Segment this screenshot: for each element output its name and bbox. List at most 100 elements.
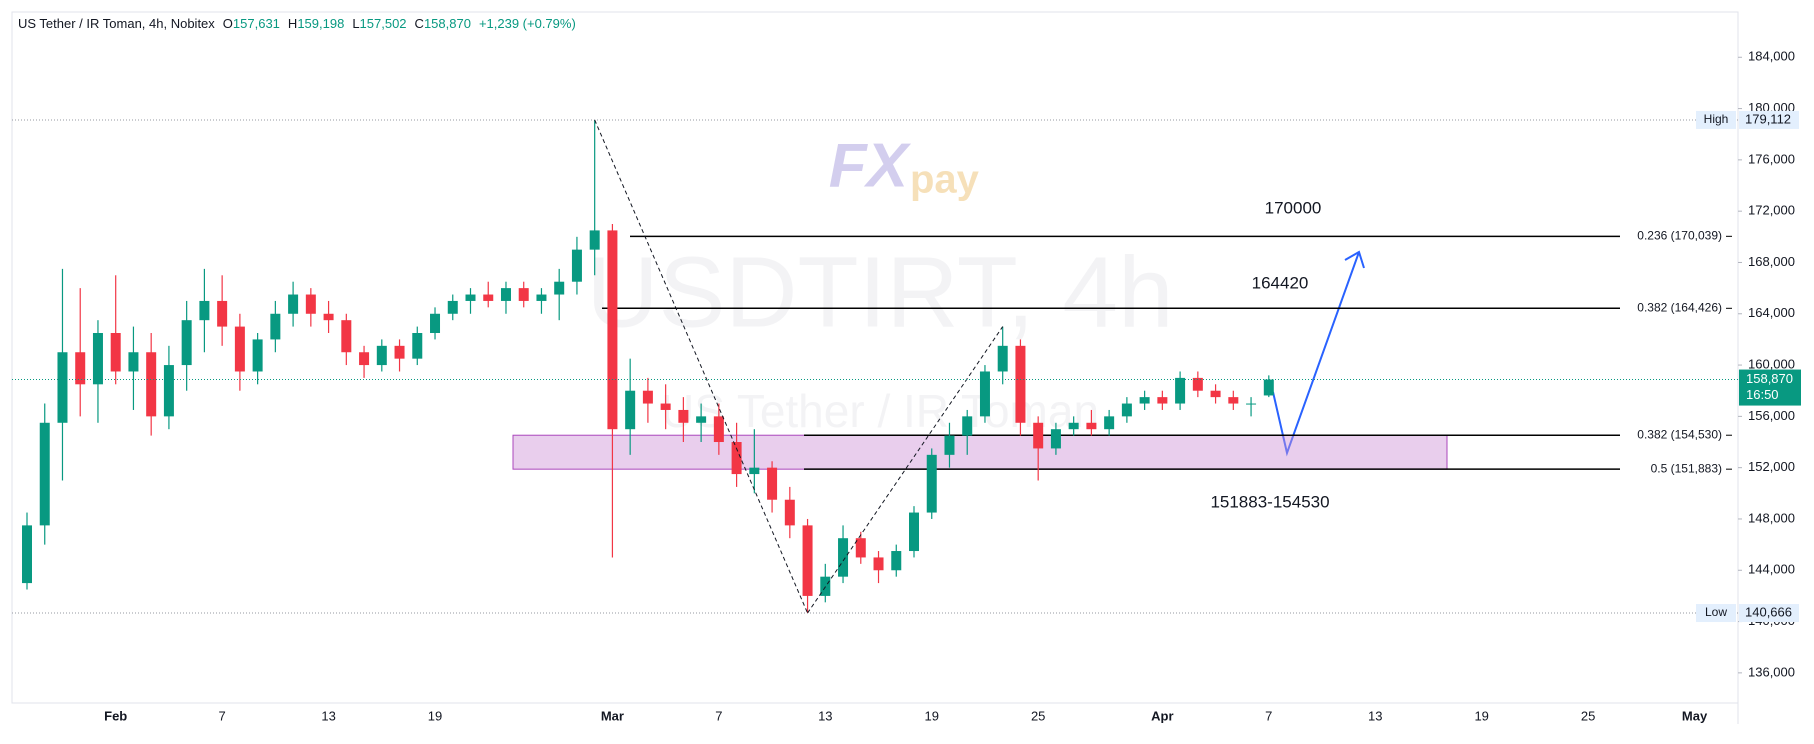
last-price-label: 158,870 [1746,371,1793,386]
candle-body [1050,429,1061,449]
candle-body [554,281,565,295]
y-tick-label: 144,000 [1748,562,1795,577]
candle-body [607,230,618,430]
candle-body [1068,422,1079,430]
ohlc-value: 157,631 [233,16,280,31]
candle-body [536,294,547,301]
pattern-leg [594,119,809,614]
fib-label: 0.382 (164,426) [1637,300,1722,314]
candle-body [412,333,423,359]
ohlc-key: C [415,16,424,31]
candle-body [483,294,494,301]
zone-label: 151883-154530 [1210,492,1329,511]
candle-body [642,390,653,404]
last-price-box [1739,369,1801,406]
extreme-name: Low [1705,605,1727,619]
extreme-value: 140,666 [1745,604,1792,619]
candle-body [696,416,707,423]
candle-body [909,512,919,552]
candle-body [447,300,458,314]
x-tick-label: 13 [1368,708,1382,723]
candle-body [625,390,636,430]
y-tick-label: 184,000 [1748,49,1795,64]
candle-body [1228,397,1239,404]
candle-body [22,525,32,584]
candle-body [181,320,192,366]
fib-label: 0.382 (154,530) [1637,427,1722,441]
candle-body [1246,403,1257,405]
candle-body [1139,397,1150,404]
fib-label: 0.236 (170,039) [1637,228,1722,242]
change: +1,239 (+0.79%) [479,16,576,31]
candle-body [305,294,316,314]
x-tick-label: 7 [219,708,226,723]
ohlc-value: 159,198 [297,16,344,31]
candle-body [1104,416,1115,430]
y-tick-label: 164,000 [1748,305,1795,320]
candle-body [110,333,121,372]
y-tick-label: 152,000 [1748,459,1795,474]
ohlc-value: 158,870 [424,16,471,31]
pattern-leg [807,326,1004,614]
candle-body [873,557,884,571]
candle-body [802,525,813,596]
y-tick-label: 148,000 [1748,510,1795,525]
x-tick-label: 7 [1265,708,1272,723]
candle-body [997,345,1008,372]
candle-body [731,442,742,475]
candle-body [1263,379,1274,396]
x-tick-label: 13 [818,708,832,723]
candle-body [1157,397,1168,404]
ohlc-key: O [223,16,233,31]
candle-body [749,467,760,475]
candle-body [1033,422,1044,449]
countdown: 16:50 [1746,387,1779,402]
candle-body [234,326,245,372]
extreme-value-box [1739,604,1799,623]
x-tick-label: 19 [428,708,442,723]
y-tick-label: 168,000 [1748,254,1795,269]
legend-header: US Tether / IR Toman, 4h, Nobitex O157,63… [18,16,576,31]
candle-body [341,320,352,353]
logo-pay: pay [910,158,980,202]
y-tick-label: 176,000 [1748,151,1795,166]
candle-body [323,313,334,321]
candle-body [75,352,86,385]
x-tick-label: May [1682,708,1708,723]
y-tick-label: 172,000 [1748,203,1795,218]
candle-body [146,352,157,417]
support-zone [512,434,1448,470]
candle-body [359,352,370,366]
candle-body [713,416,724,443]
candle-body [394,345,405,359]
logo-fx: FX [829,131,912,200]
x-tick-label: 25 [1031,708,1045,723]
candle-body [39,422,50,526]
annotation: 164420 [1252,273,1309,292]
candle-body [571,249,582,282]
candle-body [838,538,849,577]
candle-body [518,288,529,301]
extreme-value-box [1739,110,1799,129]
x-tick-label: 25 [1581,708,1595,723]
x-tick-label: Mar [601,708,624,723]
symbol: US Tether / IR Toman, 4h, Nobitex [18,16,215,31]
x-tick-label: 19 [925,708,939,723]
x-tick-label: 7 [715,708,722,723]
projection-arrow [1272,250,1365,457]
candle-body [1210,390,1221,398]
watermark-name: US Tether / IR Toman [661,385,1099,437]
fib-label: 0.5 (151,883) [1651,461,1722,475]
candle-body [962,416,973,436]
ohlc-value: 157,502 [360,16,407,31]
candle-body [500,288,511,301]
candle-body [1192,377,1203,391]
candle-body [979,371,990,417]
ohlc-key: H [288,16,297,31]
candle-body [820,576,831,596]
y-tick-label: 156,000 [1748,408,1795,423]
candle-body [1015,345,1026,423]
x-tick-label: Feb [104,708,127,723]
